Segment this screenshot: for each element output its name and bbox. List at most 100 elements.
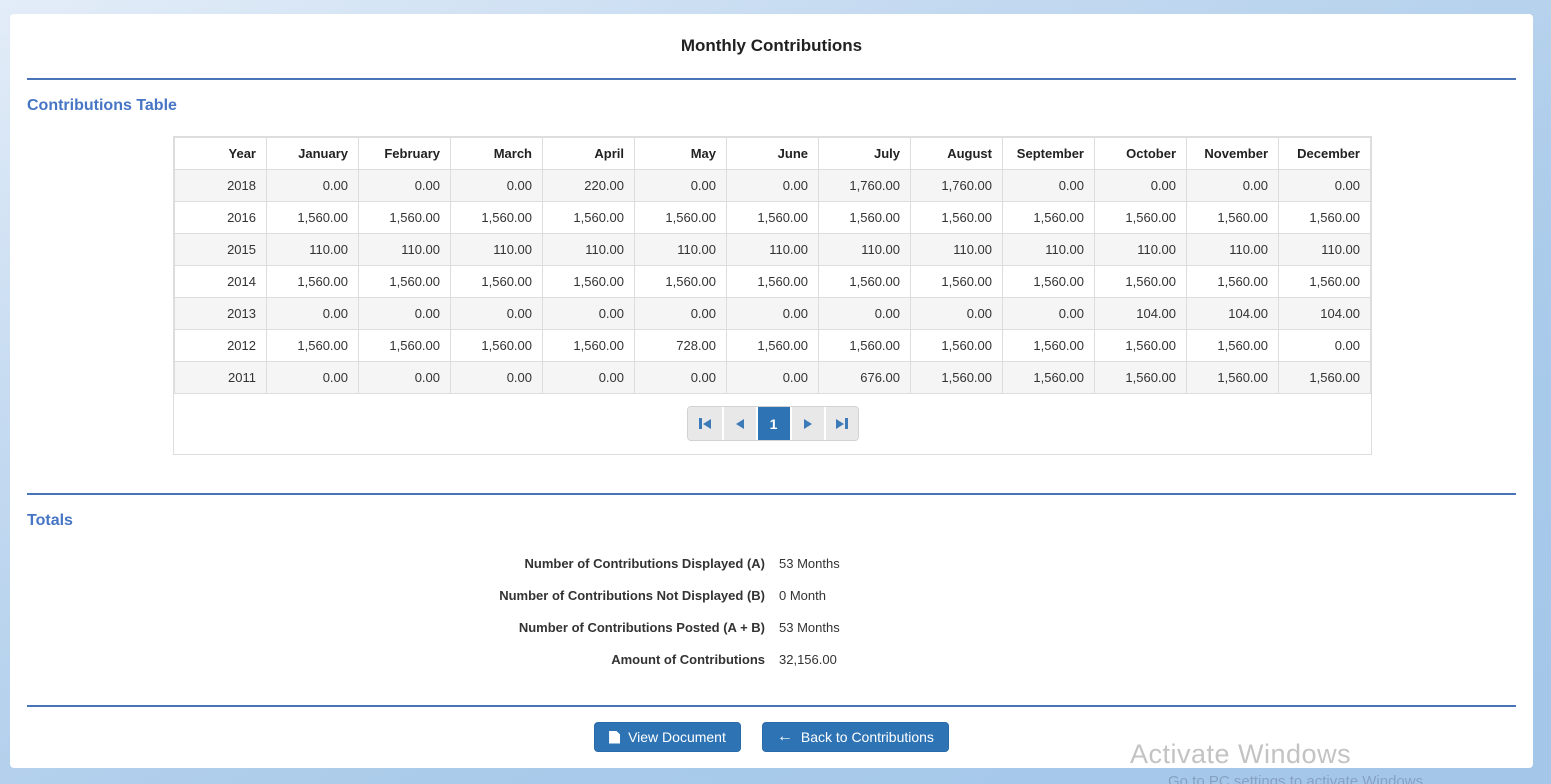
table-row: 2012 1,560.00 1,560.00 1,560.00 1,560.00 728.… (174, 329, 1371, 362)
divider-top (27, 78, 1516, 80)
month-value-cell: 110.00 (910, 233, 1003, 266)
month-value-cell: 1,560.00 (450, 265, 543, 298)
back-to-contributions-button[interactable]: ← Back to Contributions (761, 722, 949, 752)
month-value-cell: 1,560.00 (818, 329, 911, 362)
table-row: 2014 1,560.00 1,560.00 1,560.00 1,560.00 1,56… (174, 265, 1371, 298)
pagination-area: 1 (174, 394, 1371, 454)
month-value-cell: 0.00 (1002, 169, 1095, 202)
last-page-icon (844, 418, 848, 429)
month-value-cell: 1,560.00 (1094, 361, 1187, 394)
document-icon (609, 730, 621, 744)
month-value-cell: 110.00 (450, 233, 543, 266)
year-cell: 2018 (174, 169, 267, 202)
totals-value: 53 Months (779, 556, 840, 571)
column-header: August (910, 137, 1003, 170)
month-value-cell: 0.00 (634, 361, 727, 394)
month-value-cell: 220.00 (542, 169, 635, 202)
month-value-cell: 0.00 (726, 169, 819, 202)
month-value-cell: 1,560.00 (266, 265, 359, 298)
month-value-cell: 110.00 (1002, 233, 1095, 266)
prev-page-icon (735, 418, 744, 429)
month-value-cell: 1,560.00 (1186, 265, 1279, 298)
contributions-table-container: Year January February March April May June July… (173, 136, 1372, 455)
month-value-cell: 1,560.00 (1094, 265, 1187, 298)
column-header: January (266, 137, 359, 170)
page-title: Monthly Contributions (680, 36, 863, 55)
month-value-cell: 0.00 (542, 297, 635, 330)
next-page-icon (803, 418, 812, 429)
view-document-button[interactable]: View Document (594, 722, 741, 752)
column-header: September (1002, 137, 1095, 170)
month-value-cell: 1,560.00 (1002, 329, 1095, 362)
month-value-cell: 0.00 (266, 169, 359, 202)
year-cell: 2016 (174, 201, 267, 234)
month-value-cell: 110.00 (726, 233, 819, 266)
month-value-cell: 1,560.00 (910, 329, 1003, 362)
table-body: 2018 0.00 0.00 0.00 220.00 0.00 0.00 1,760.00 1,… (174, 169, 1371, 394)
month-value-cell: 1,560.00 (1186, 329, 1279, 362)
month-value-cell: 728.00 (634, 329, 727, 362)
month-value-cell: 0.00 (1002, 297, 1095, 330)
month-value-cell: 0.00 (1278, 169, 1371, 202)
table-row: 2011 0.00 0.00 0.00 0.00 0.00 0.00 676.00 1,560.… (174, 361, 1371, 394)
totals-row: Number of Contributions Posted (A + B) 53… (10, 618, 1533, 638)
month-value-cell: 1,560.00 (726, 329, 819, 362)
month-value-cell: 0.00 (450, 361, 543, 394)
totals-value: 53 Months (779, 620, 840, 635)
column-header: February (358, 137, 451, 170)
month-value-cell: 0.00 (634, 297, 727, 330)
column-header: April (542, 137, 635, 170)
table-header-row: Year January February March April May June July… (174, 137, 1371, 170)
year-cell: 2011 (174, 361, 267, 394)
table-row: 2018 0.00 0.00 0.00 220.00 0.00 0.00 1,760.00 1,… (174, 169, 1371, 202)
month-value-cell: 0.00 (1094, 169, 1187, 202)
first-page-icon (702, 418, 711, 429)
column-header: October (1094, 137, 1187, 170)
month-value-cell: 1,560.00 (266, 201, 359, 234)
month-value-cell: 110.00 (266, 233, 359, 266)
totals-label: Number of Contributions Not Displayed (B… (499, 588, 765, 603)
month-value-cell: 0.00 (358, 361, 451, 394)
table-row: 2015 110.00 110.00 110.00 110.00 110.00 110.00… (174, 233, 1371, 266)
month-value-cell: 1,560.00 (1002, 265, 1095, 298)
month-value-cell: 676.00 (818, 361, 911, 394)
actions-bar: View Document ← Back to Contributions (10, 722, 1533, 752)
column-header: Year (174, 137, 267, 170)
month-value-cell: 1,560.00 (1094, 329, 1187, 362)
month-value-cell: 0.00 (266, 297, 359, 330)
month-value-cell: 0.00 (358, 297, 451, 330)
month-value-cell: 1,560.00 (1094, 201, 1187, 234)
totals-value: 0 Month (779, 588, 826, 603)
pagination-first-button[interactable] (687, 407, 722, 440)
month-value-cell: 110.00 (1186, 233, 1279, 266)
month-value-cell: 1,560.00 (450, 329, 543, 362)
month-value-cell: 1,560.00 (818, 201, 911, 234)
month-value-cell: 1,560.00 (1278, 201, 1371, 234)
year-cell: 2013 (174, 297, 267, 330)
month-value-cell: 0.00 (818, 297, 911, 330)
month-value-cell: 0.00 (726, 297, 819, 330)
pagination-next-button[interactable] (789, 407, 824, 440)
view-document-label: View Document (628, 729, 726, 745)
month-value-cell: 104.00 (1094, 297, 1187, 330)
contributions-table: Year January February March April May June July… (174, 137, 1371, 394)
month-value-cell: 1,560.00 (726, 265, 819, 298)
month-value-cell: 1,760.00 (818, 169, 911, 202)
month-value-cell: 1,560.00 (1002, 201, 1095, 234)
pagination-prev-button[interactable] (721, 407, 756, 440)
column-header: November (1186, 137, 1279, 170)
pagination-last-button[interactable] (823, 407, 858, 440)
totals-label: Number of Contributions Displayed (A) (524, 556, 766, 571)
column-header: May (634, 137, 727, 170)
month-value-cell: 0.00 (910, 297, 1003, 330)
column-header: June (726, 137, 819, 170)
totals-row: Number of Contributions Displayed (A) 53 … (10, 554, 1533, 574)
back-arrow-icon: ← (776, 728, 793, 745)
month-value-cell: 0.00 (450, 169, 543, 202)
month-value-cell: 104.00 (1278, 297, 1371, 330)
month-value-cell: 0.00 (634, 169, 727, 202)
year-cell: 2015 (174, 233, 267, 266)
pagination-current-page[interactable]: 1 (755, 407, 790, 440)
totals-label: Number of Contributions Posted (A + B) (518, 620, 765, 635)
totals-row: Number of Contributions Not Displayed (B… (10, 586, 1533, 606)
